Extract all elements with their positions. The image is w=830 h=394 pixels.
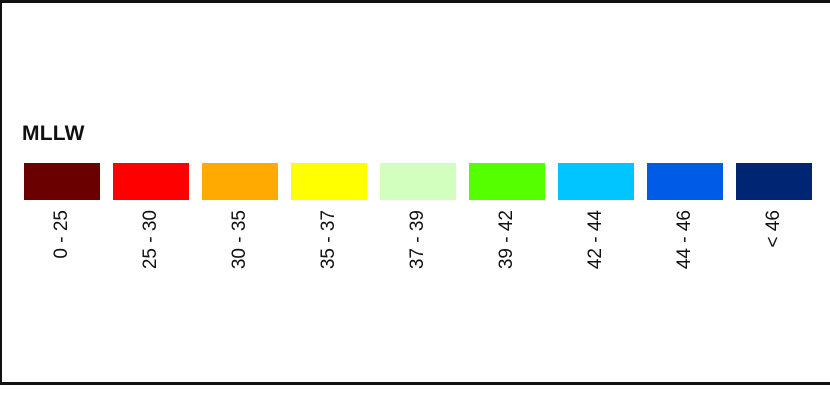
legend-label-wrap: 35 - 37 [291,210,367,290]
legend-range-label: 42 - 44 [585,210,606,270]
legend-label-wrap: 0 - 25 [24,210,100,290]
legend-swatch [24,163,100,200]
legend-swatch [380,163,456,200]
legend-swatch [113,163,189,200]
legend-label-wrap: 44 - 46 [647,210,723,290]
legend-range-label: 39 - 42 [496,210,517,270]
legend-range-label: < 46 [763,210,784,248]
legend-swatch [558,163,634,200]
legend-range-label: 0 - 25 [51,210,72,259]
legend-panel: MLLW 0 - 25 25 - 30 30 - 35 35 - 37 37 -… [0,0,830,385]
legend-label-wrap: 25 - 30 [113,210,189,290]
legend-range-label: 35 - 37 [318,210,339,270]
legend-swatch [736,163,812,200]
legend-swatch [202,163,278,200]
legend-label-wrap: 37 - 39 [380,210,456,290]
legend-label-wrap: 39 - 42 [469,210,545,290]
legend-range-label: 25 - 30 [140,210,161,270]
legend-label-wrap: 30 - 35 [202,210,278,290]
legend-range-label: 30 - 35 [229,210,250,270]
legend-swatch [647,163,723,200]
legend-swatch [469,163,545,200]
legend-title: MLLW [22,122,85,145]
legend-swatch [291,163,367,200]
legend-label-wrap: < 46 [736,210,812,290]
legend-range-label: 44 - 46 [674,210,695,270]
legend-range-label: 37 - 39 [407,210,428,270]
legend-label-wrap: 42 - 44 [558,210,634,290]
